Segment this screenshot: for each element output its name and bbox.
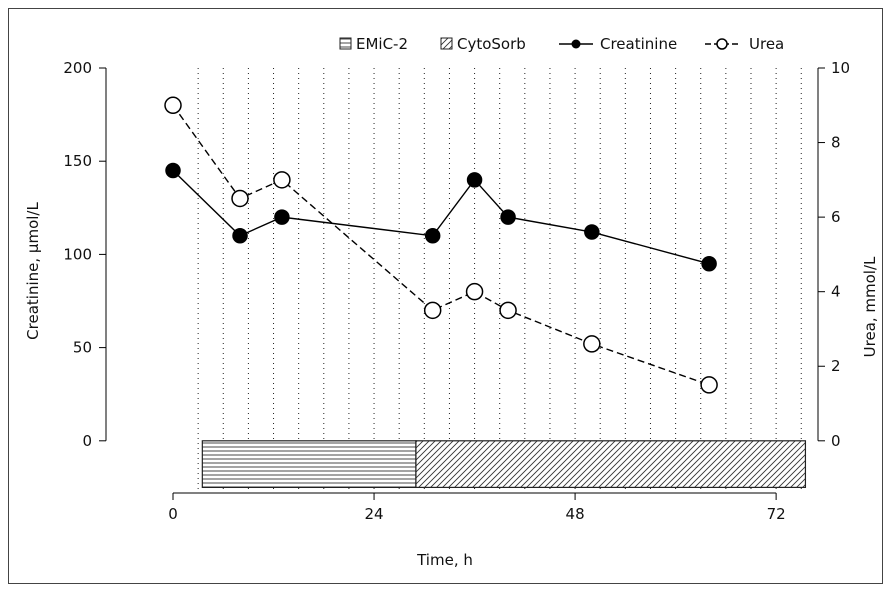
y-right-tick-label: 10 (831, 59, 850, 77)
urea-point (583, 335, 601, 353)
y-right-tick-label: 2 (831, 357, 841, 375)
y-right-tick-label: 8 (831, 134, 841, 152)
x-tick-label: 0 (168, 505, 178, 523)
creatinine-point (584, 224, 600, 240)
legend-urea-marker (716, 38, 728, 50)
urea-point (423, 301, 442, 320)
creatinine-point (232, 228, 248, 244)
creatinine-line (172, 170, 710, 265)
urea-point (231, 189, 249, 208)
urea-point (164, 96, 182, 115)
y-left-tick-label: 200 (63, 59, 92, 77)
legend-creatinine-label: Creatinine (600, 35, 677, 53)
treatment-bar-cytosorb (415, 440, 807, 489)
chart-frame: 0 50 100 150 200 0 2 4 6 8 10 0 24 48 72 Time, h Creat… (8, 8, 883, 584)
urea-line (172, 104, 710, 386)
y-left-tick-label: 0 (82, 432, 92, 450)
x-tick-label: 72 (767, 505, 786, 523)
legend-urea-label: Urea (749, 35, 784, 53)
legend: EMiC-2 CytoSorb Creatinine Urea (339, 35, 784, 53)
x-tick-label: 24 (365, 505, 384, 523)
legend-cytosorb-label: CytoSorb (457, 35, 526, 53)
y-axis-right-label: Urea, mmol/L (861, 256, 879, 357)
creatinine-point (500, 209, 516, 225)
y-right-tick-label: 0 (831, 432, 841, 450)
legend-emic2-swatch (339, 37, 352, 50)
y-right-tick-label: 4 (831, 283, 841, 301)
urea-point (499, 301, 517, 320)
y-axis-left-label: Creatinine, µmol/L (24, 202, 42, 340)
y-left-tick-label: 150 (63, 152, 92, 170)
creatinine-point (424, 228, 441, 244)
creatinine-point (274, 209, 290, 225)
legend-emic2-label: EMiC-2 (356, 35, 408, 53)
y-left-tick-label: 100 (63, 245, 92, 263)
x-tick-label: 48 (566, 505, 585, 523)
urea-point (465, 282, 484, 301)
urea-point (700, 376, 718, 394)
y-left-tick-label: 50 (73, 339, 92, 357)
creatinine-point (466, 172, 483, 188)
legend-cytosorb-swatch (440, 37, 453, 50)
y-right-tick-label: 6 (831, 208, 841, 226)
creatinine-point (701, 255, 717, 272)
urea-point (273, 171, 291, 189)
creatinine-point (165, 162, 181, 179)
x-axis-label: Time, h (416, 551, 473, 569)
treatment-bar-emic-2 (201, 440, 417, 489)
legend-creatinine-marker (571, 39, 581, 49)
